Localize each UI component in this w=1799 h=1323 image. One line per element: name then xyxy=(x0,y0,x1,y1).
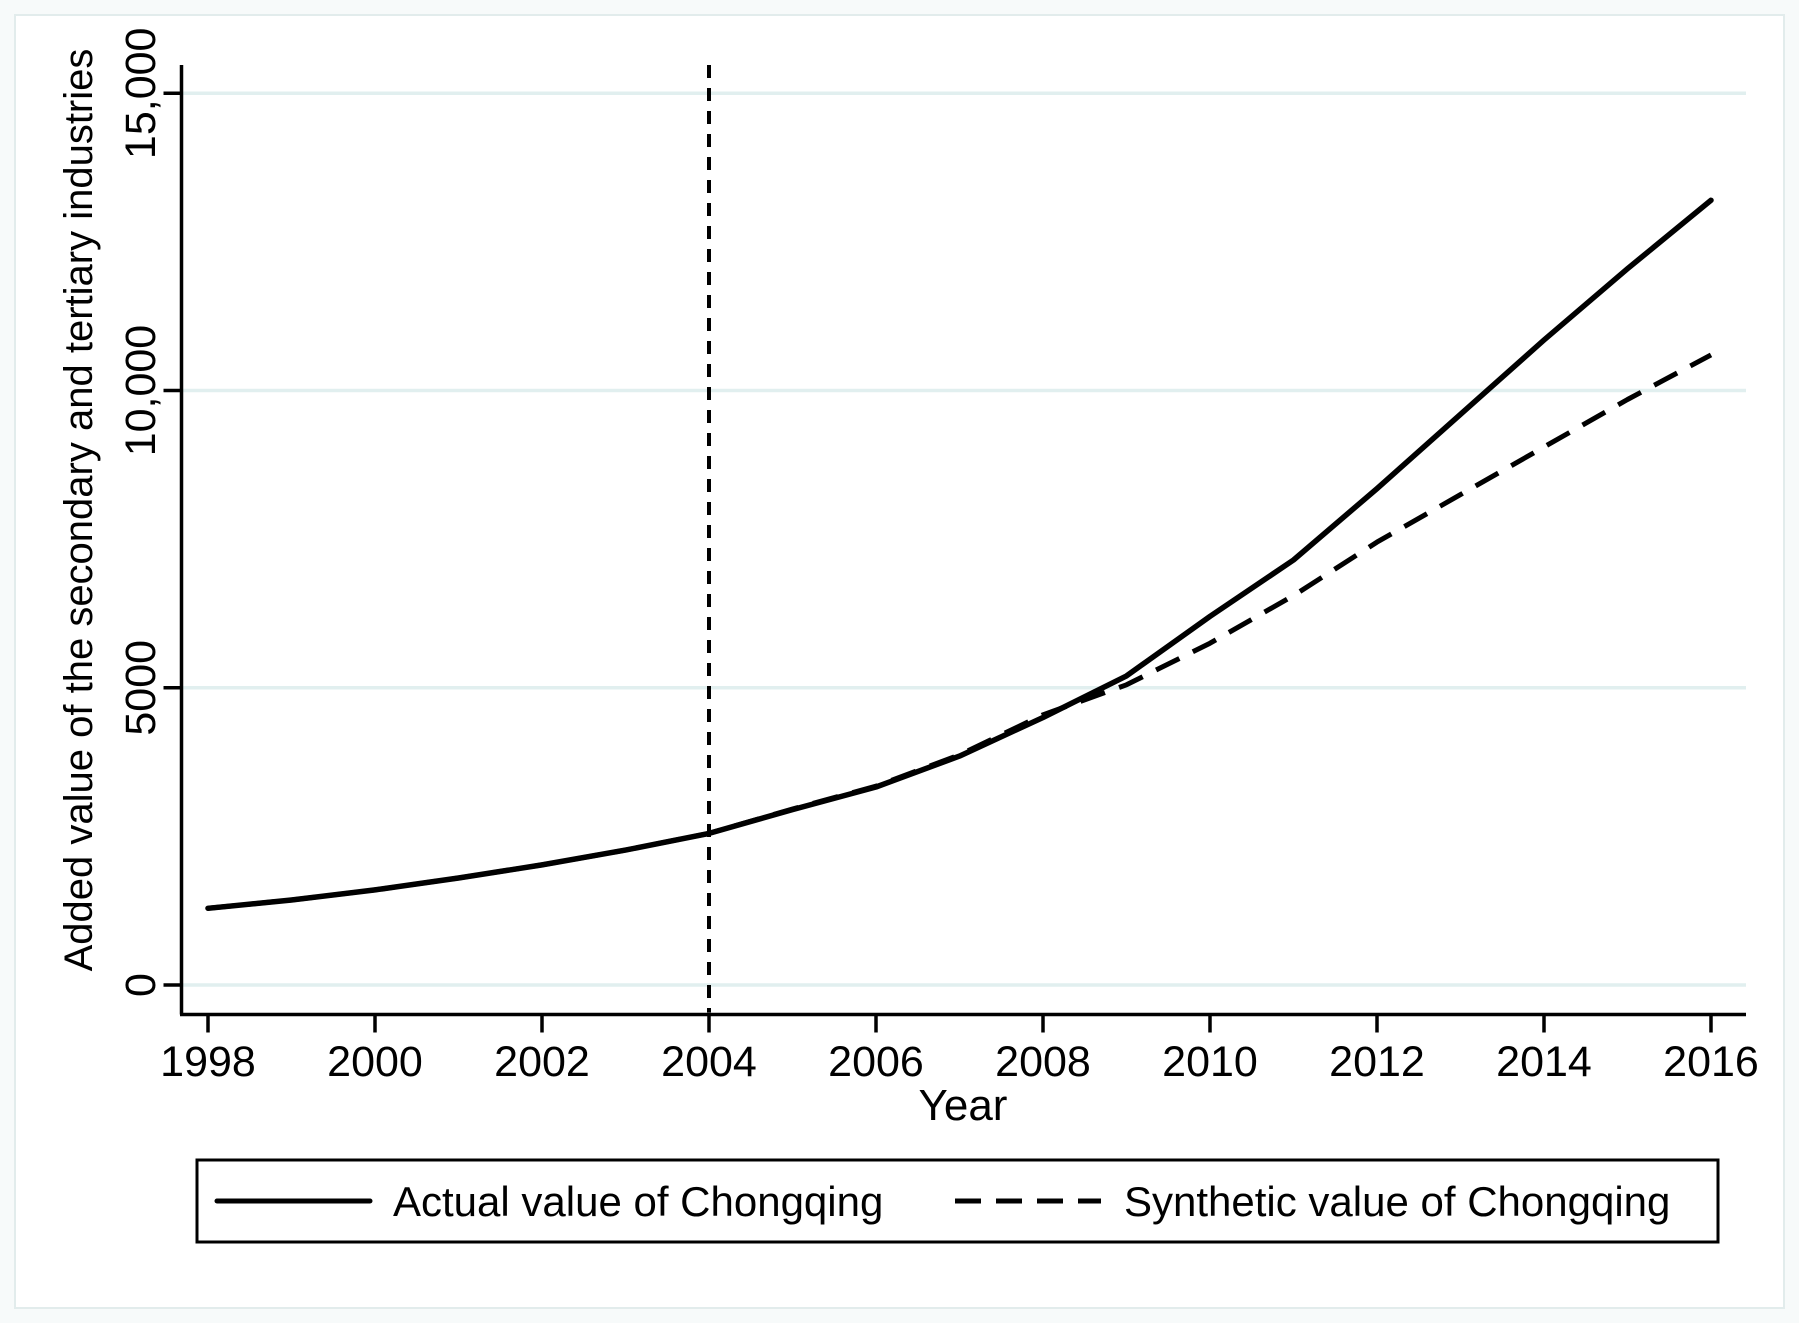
y-tick-label: 10,000 xyxy=(117,325,165,457)
x-axis-title: Year xyxy=(919,1081,1008,1130)
x-tick-label: 2002 xyxy=(494,1038,590,1086)
y-ticks-layer: 0 5000 10,000 15,000 xyxy=(117,28,182,997)
y-tick-label: 15,000 xyxy=(117,28,165,160)
gridlines-layer xyxy=(181,91,1746,987)
x-tick-label: 2010 xyxy=(1162,1038,1258,1086)
x-tick-label: 2006 xyxy=(828,1038,924,1086)
x-tick-label: 2000 xyxy=(327,1038,423,1086)
x-tick-label: 2014 xyxy=(1496,1038,1592,1086)
x-tick-label: 2004 xyxy=(661,1038,757,1086)
series-layer xyxy=(205,197,1714,912)
legend-label-actual: Actual value of Chongqing xyxy=(393,1178,883,1225)
x-tick-label: 1998 xyxy=(160,1038,256,1086)
legend-label-synthetic: Synthetic value of Chongqing xyxy=(1124,1178,1670,1225)
y-tick-label: 0 xyxy=(117,973,165,997)
x-ticks-layer: 1998 2000 2002 2004 2006 2008 2010 2012 2014 2016 xyxy=(160,1014,1759,1086)
y-axis-title: Added value of the secondary and tertiar… xyxy=(57,49,101,972)
graph-region-frame xyxy=(14,14,1785,1309)
legend: Actual value of Chongqing Synthetic valu… xyxy=(195,1158,1720,1244)
y-tick-label: 5000 xyxy=(117,640,165,736)
x-tick-label: 2016 xyxy=(1663,1038,1759,1086)
x-tick-label: 2012 xyxy=(1329,1038,1425,1086)
synthetic-series-path xyxy=(207,352,1713,911)
x-tick-label: 2008 xyxy=(995,1038,1091,1086)
